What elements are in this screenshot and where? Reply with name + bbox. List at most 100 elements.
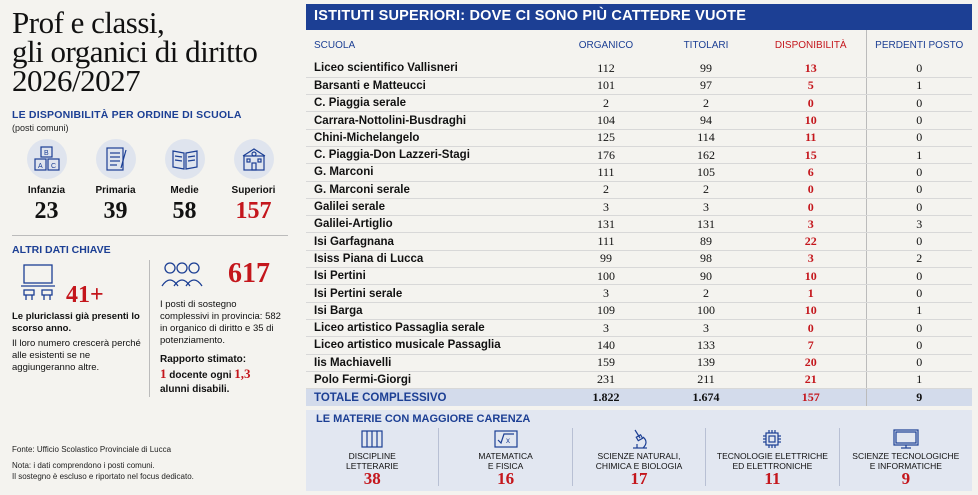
cell-perdenti: 0 bbox=[865, 198, 972, 217]
left-panel: Prof e classi, gli organici di diritto 2… bbox=[0, 0, 300, 495]
svg-text:A: A bbox=[38, 163, 43, 170]
subject-label: SCIENZE TECNOLOGICHE E INFORMATICHE bbox=[840, 451, 972, 471]
cell-organico: 125 bbox=[556, 129, 656, 147]
table-row: Barsanti e Matteucci 101 97 5 1 bbox=[306, 77, 972, 96]
level-value: 58 bbox=[172, 198, 197, 224]
sostegno-block: 617 I posti di sostegno complessivi in p… bbox=[150, 258, 288, 397]
cell-titolari: 89 bbox=[656, 232, 756, 251]
cell-organico: 140 bbox=[556, 336, 656, 355]
cell-disponibilita: 10 bbox=[756, 302, 866, 320]
cell-titolari: 114 bbox=[656, 129, 756, 147]
table-row: Isi Pertini serale 3 2 1 0 bbox=[306, 284, 972, 303]
subject-label-line2: LETTERARIE bbox=[345, 461, 399, 471]
cell-titolari: 1.674 bbox=[656, 388, 756, 406]
cell-scuola: Carrara-Nottolini-Busdraghi bbox=[306, 111, 556, 130]
subject-value: 11 bbox=[764, 469, 781, 488]
subject-value: 16 bbox=[497, 469, 515, 488]
table-row: Liceo artistico Passaglia serale 3 3 0 0 bbox=[306, 319, 972, 338]
cell-disponibilita: 157 bbox=[756, 388, 866, 406]
divider bbox=[12, 235, 288, 236]
cell-scuola: TOTALE COMPLESSIVO bbox=[306, 388, 556, 406]
cell-scuola: Galilei-Artiglio bbox=[306, 215, 556, 234]
subjects-panel: LE MATERIE CON MAGGIORE CARENZA DISCIPLI… bbox=[306, 410, 972, 491]
cell-disponibilita: 10 bbox=[756, 267, 866, 286]
cell-titolari: 2 bbox=[656, 94, 756, 113]
ratio-n2: 1,3 bbox=[234, 366, 251, 381]
level-label: Superiori bbox=[231, 185, 276, 196]
people-group-icon bbox=[161, 262, 203, 287]
cell-disponibilita: 10 bbox=[756, 111, 866, 130]
subject-label-line2: ED ELETTRONICHE bbox=[732, 461, 813, 471]
col-header-perdenti: PERDENTI POSTO bbox=[865, 30, 972, 60]
cell-perdenti: 0 bbox=[865, 94, 972, 113]
subject-item: SCIENZE TECNOLOGICHE E INFORMATICHE 9 bbox=[838, 428, 972, 488]
cell-perdenti: 0 bbox=[865, 267, 972, 286]
cell-organico: 104 bbox=[556, 111, 656, 130]
cell-perdenti: 1 bbox=[865, 371, 972, 390]
key-data-title: ALTRI DATI CHIAVE bbox=[12, 244, 111, 256]
cell-organico: 3 bbox=[556, 198, 656, 217]
books-icon bbox=[361, 430, 383, 448]
level-medie: Medie 58 bbox=[150, 139, 219, 225]
level-value: 39 bbox=[103, 198, 128, 224]
cell-organico: 2 bbox=[556, 181, 656, 199]
cell-titolari: 2 bbox=[656, 181, 756, 199]
open-book-icon bbox=[164, 139, 205, 179]
cell-disponibilita: 20 bbox=[756, 354, 866, 372]
table-row: Liceo artistico musicale Passaglia 140 133… bbox=[306, 336, 972, 355]
table-row: C. Piaggia-Don Lazzeri-Stagi 176 162 15 1 bbox=[306, 146, 972, 165]
cell-organico: 231 bbox=[556, 371, 656, 390]
cell-perdenti: 0 bbox=[865, 232, 972, 251]
table-row: Isi Barga 109 100 10 1 bbox=[306, 302, 972, 320]
ratio-t1: docente ogni bbox=[169, 370, 232, 381]
pluriclassi-value: 41+ bbox=[66, 282, 104, 308]
cell-disponibilita: 11 bbox=[756, 129, 866, 147]
cell-disponibilita: 6 bbox=[756, 163, 866, 182]
subject-label-line1: SCIENZE NATURALI, bbox=[597, 451, 681, 461]
table-row: C. Piaggia serale 2 2 0 0 bbox=[306, 94, 972, 113]
schools-table: SCUOLA ORGANICO TITOLARI DISPONIBILITÀ P… bbox=[306, 30, 972, 406]
subject-label-line1: MATEMATICA bbox=[478, 451, 533, 461]
cell-disponibilita: 3 bbox=[756, 215, 866, 234]
cell-scuola: Galilei serale bbox=[306, 198, 556, 217]
cell-scuola: G. Marconi bbox=[306, 163, 556, 182]
level-infanzia: B A C Infanzia 23 bbox=[12, 139, 81, 225]
footer-note: Nota: i dati comprendono i posti comuni. bbox=[12, 461, 155, 470]
level-label: Infanzia bbox=[27, 185, 66, 196]
table-row: Chini-Michelangelo 125 114 11 0 bbox=[306, 129, 972, 147]
table-row: Polo Fermi-Giorgi 231 211 21 1 bbox=[306, 371, 972, 390]
square-root-icon: x bbox=[494, 430, 518, 448]
abc-blocks-icon: B A C bbox=[26, 139, 67, 179]
cell-perdenti: 0 bbox=[865, 319, 972, 338]
cell-organico: 176 bbox=[556, 146, 656, 165]
cell-disponibilita: 1 bbox=[756, 284, 866, 303]
cell-scuola: Liceo scientifico Vallisneri bbox=[306, 60, 556, 78]
pluriclassi-block: 41+ Le pluriclassi già presenti lo scors… bbox=[12, 260, 150, 397]
cell-organico: 99 bbox=[556, 250, 656, 269]
cell-titolari: 105 bbox=[656, 163, 756, 182]
level-value: 157 bbox=[235, 198, 272, 224]
cell-perdenti: 1 bbox=[865, 77, 972, 96]
svg-text:B: B bbox=[44, 150, 49, 157]
sostegno-text: I posti di sostegno complessivi in provi… bbox=[160, 299, 281, 346]
cell-organico: 131 bbox=[556, 215, 656, 234]
cell-scuola: G. Marconi serale bbox=[306, 181, 556, 199]
cell-disponibilita: 13 bbox=[756, 60, 866, 78]
level-superiori: Superiori 157 bbox=[219, 139, 288, 225]
cell-perdenti: 1 bbox=[865, 302, 972, 320]
cell-titolari: 94 bbox=[656, 111, 756, 130]
subject-label-line1: DISCIPLINE bbox=[348, 451, 396, 461]
subject-value: 9 bbox=[901, 469, 911, 488]
cell-organico: 159 bbox=[556, 354, 656, 372]
cell-titolari: 162 bbox=[656, 146, 756, 165]
subjects-row: DISCIPLINE LETTERARIE 38 x MATEMATICA E FI… bbox=[306, 428, 972, 488]
subject-label-line2: CHIMICA E BIOLOGIA bbox=[595, 461, 683, 471]
table-row: Iis Machiavelli 159 139 20 0 bbox=[306, 354, 972, 372]
cell-perdenti: 0 bbox=[865, 60, 972, 78]
subject-label-line1: SCIENZE TECNOLOGICHE bbox=[852, 451, 960, 461]
ratio-label: Rapporto stimato: bbox=[160, 354, 247, 365]
key-data: 41+ Le pluriclassi già presenti lo scors… bbox=[12, 258, 288, 397]
levels-subtitle: (posti comuni) bbox=[12, 123, 69, 133]
cell-scuola: Isi Pertini bbox=[306, 267, 556, 286]
cell-scuola: Barsanti e Matteucci bbox=[306, 77, 556, 96]
